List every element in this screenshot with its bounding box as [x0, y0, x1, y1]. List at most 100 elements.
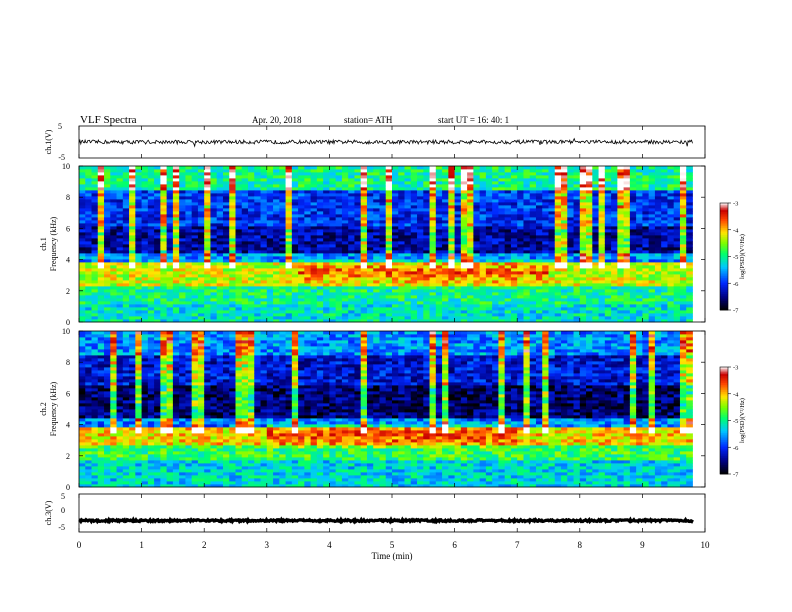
spectrogram-cell [335, 214, 343, 218]
spectrogram-cell [366, 229, 374, 233]
spectrogram-cell [97, 283, 105, 287]
spectrogram-cell [341, 241, 349, 245]
spectrogram-cell [517, 286, 524, 290]
spectrogram-cell [586, 178, 593, 182]
spectrogram-cell [479, 280, 487, 284]
spectrogram-cell [122, 241, 130, 245]
spectrogram-cell [266, 316, 274, 320]
spectrogram-cell [636, 298, 643, 302]
spectrogram-cell [248, 274, 255, 278]
spectrogram-cell [235, 205, 243, 209]
spectrogram-cell [654, 277, 662, 281]
spectrogram-cell [341, 295, 349, 299]
spectrogram-cell [398, 250, 405, 254]
spectrogram-cell [298, 172, 305, 176]
spectrogram-cell [210, 175, 218, 179]
spectrogram-cell [492, 313, 499, 317]
spectrogram-cell [529, 193, 537, 197]
spectrogram-cell [460, 181, 468, 185]
spectrogram-cell [654, 184, 662, 188]
spectrogram-cell [273, 247, 280, 251]
spectrogram-cell [611, 199, 618, 203]
spectrogram-cell [554, 202, 562, 206]
spectrogram-cell [623, 199, 631, 203]
spectrogram-cell [197, 292, 205, 296]
spectrogram-cell [667, 202, 675, 206]
spectrogram-cell [329, 250, 337, 254]
spectrogram-cell [85, 274, 92, 278]
spectrogram-cell [366, 184, 374, 188]
spectrogram-cell [467, 208, 474, 212]
spectrogram-cell [241, 205, 249, 209]
spectrogram-cell [561, 316, 568, 320]
spectrogram-cell [642, 226, 650, 230]
spectrogram-cell [216, 178, 224, 182]
spectrogram-cell [179, 235, 186, 239]
spectrogram-cell [473, 301, 481, 305]
spectrogram-cell [129, 208, 136, 212]
spectrogram-cell [216, 250, 224, 254]
spectrogram-cell [354, 301, 362, 305]
spectrogram-cell [241, 298, 249, 302]
spectrogram-cell [554, 292, 562, 296]
spectrogram-cell [542, 199, 549, 203]
spectrogram-cell [241, 196, 249, 200]
spectrogram-cell [329, 217, 337, 221]
spectrogram-cell [592, 262, 599, 266]
spectrogram-cell [648, 316, 656, 320]
spectrogram-cell [604, 172, 612, 176]
spectrogram-cell [141, 268, 149, 272]
spectrogram-cell [423, 202, 430, 206]
spectrogram-cell [385, 283, 393, 287]
spectrogram-cell [266, 235, 274, 239]
spectrogram-cell [341, 313, 349, 317]
spectrogram-cell [248, 184, 255, 188]
spectrogram-cell [473, 310, 481, 314]
spectrogram-cell [260, 265, 268, 269]
spectrogram-cell [304, 187, 312, 191]
spectrogram-cell [561, 166, 568, 170]
spectrogram-cell [335, 274, 343, 278]
spectrogram-cell [542, 217, 549, 221]
spectrogram-cell [454, 268, 462, 272]
spectrogram-cell [260, 289, 268, 293]
spectrogram-cell [166, 211, 174, 215]
spectrogram-cell [91, 298, 99, 302]
spectrogram-cell [561, 277, 568, 281]
spectrogram-cell [354, 247, 362, 251]
spectrogram-cell [116, 187, 124, 191]
spectrogram-cell [586, 214, 593, 218]
spectrogram-cell [623, 283, 631, 287]
spectrogram-cell [97, 262, 105, 266]
spectrogram-cell [273, 193, 280, 197]
spectrogram-cell [636, 244, 643, 248]
spectrogram-cell [654, 310, 662, 314]
spectrogram-cell [291, 289, 299, 293]
spectrogram-cell [129, 292, 136, 296]
spectrogram-cell [661, 253, 668, 257]
spectrogram-cell [442, 196, 449, 200]
spectrogram-cell [435, 250, 443, 254]
spectrogram-cell [147, 226, 155, 230]
spectrogram-cell [567, 280, 574, 284]
spectrogram-cell [91, 292, 99, 296]
spectrogram-cell [154, 166, 161, 170]
spectrogram-cell [329, 232, 337, 236]
spectrogram-cell [448, 256, 455, 260]
spectrogram-cell [122, 256, 130, 260]
spectrogram-cell [254, 205, 261, 209]
spectrogram-cell [623, 262, 631, 266]
spectrogram-cell [366, 238, 374, 242]
spectrogram-cell [141, 250, 149, 254]
spectrogram-cell [235, 256, 243, 260]
spectrogram-cell [366, 241, 374, 245]
spectrogram-cell [279, 202, 286, 206]
spectrogram-cell [454, 271, 462, 275]
spectrogram-cell [166, 199, 174, 203]
spectrogram-cell [204, 196, 211, 200]
spectrogram-cell [573, 229, 581, 233]
spectrogram-cell [135, 301, 142, 305]
spectrogram-cell [448, 295, 455, 299]
spectrogram-cell [354, 271, 362, 275]
spectrogram-cell [366, 307, 374, 311]
